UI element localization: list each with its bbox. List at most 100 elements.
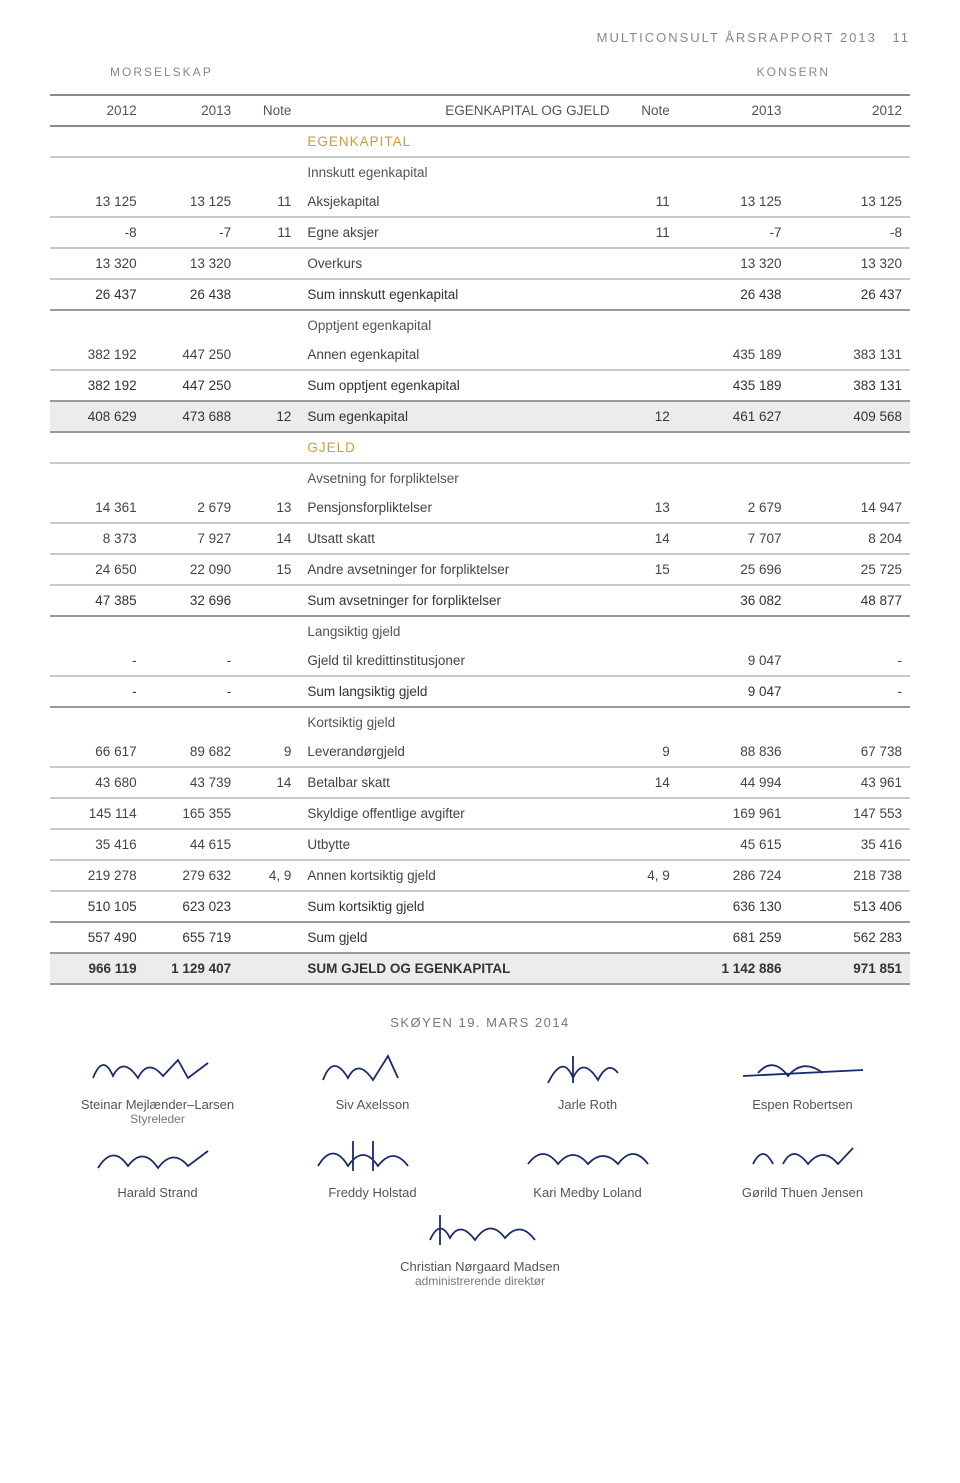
cell: 169 961	[678, 798, 790, 829]
cell: 218 738	[790, 860, 910, 891]
cell: 26 437	[790, 279, 910, 310]
cell: 13	[239, 493, 299, 523]
cell	[618, 248, 678, 279]
cell	[239, 279, 299, 310]
cell: -8	[50, 217, 145, 248]
cell: -	[790, 646, 910, 676]
cell: 636 130	[678, 891, 790, 922]
page-header: MULTICONSULT ÅRSRAPPORT 2013 11	[50, 30, 910, 45]
signatory-name: Steinar Mejlænder–Larsen	[68, 1097, 248, 1112]
cell: 4, 9	[239, 860, 299, 891]
cell: 11	[618, 217, 678, 248]
table-row: 35 41644 615Utbytte45 61535 416	[50, 829, 910, 860]
cell: Skyldige offentlige avgifter	[299, 798, 617, 829]
table-row: 13 12513 12511Aksjekapital1113 12513 125	[50, 187, 910, 217]
signatory-title: administrerende direktør	[390, 1274, 570, 1288]
signatory-name: Siv Axelsson	[283, 1097, 463, 1112]
cell: 383 131	[790, 370, 910, 401]
cell: 13 125	[50, 187, 145, 217]
group-labels: MORSELSKAP KONSERN	[50, 45, 910, 94]
table-row: 13 32013 320Overkurs13 32013 320	[50, 248, 910, 279]
cell: 15	[239, 554, 299, 585]
signature-row-3: Christian Nørgaard Madsen administrerend…	[50, 1210, 910, 1288]
cell: SUM GJELD OG EGENKAPITAL	[299, 953, 617, 984]
signature-block: Kari Medby Loland	[498, 1136, 678, 1200]
cell: 14	[618, 523, 678, 554]
cell: 562 283	[790, 922, 910, 953]
cell	[618, 891, 678, 922]
cell: Gjeld til kredittinstitusjoner	[299, 646, 617, 676]
table-row: 557 490655 719Sum gjeld681 259562 283	[50, 922, 910, 953]
cell: 2 679	[678, 493, 790, 523]
table-row: 24 65022 09015Andre avsetninger for forp…	[50, 554, 910, 585]
col-note-right: Note	[618, 95, 678, 126]
cell: 510 105	[50, 891, 145, 922]
subsection-opptjent: Opptjent egenkapital	[50, 310, 910, 340]
subsection-title: Kortsiktig gjeld	[299, 707, 617, 737]
cell: 14	[239, 523, 299, 554]
cell: 9	[239, 737, 299, 767]
signature-icon	[88, 1136, 228, 1178]
report-title: MULTICONSULT ÅRSRAPPORT 2013	[597, 30, 877, 45]
cell: 4, 9	[618, 860, 678, 891]
cell: 409 568	[790, 401, 910, 432]
cell: 382 192	[50, 370, 145, 401]
subsection-innskutt: Innskutt egenkapital	[50, 157, 910, 187]
cell: Andre avsetninger for forpliktelser	[299, 554, 617, 585]
cell: 279 632	[145, 860, 240, 891]
table-row: 8 3737 92714Utsatt skatt147 7078 204	[50, 523, 910, 554]
cell: 14	[239, 767, 299, 798]
cell: 45 615	[678, 829, 790, 860]
cell: -8	[790, 217, 910, 248]
table-row: 510 105623 023Sum kortsiktig gjeld636 13…	[50, 891, 910, 922]
cell: 88 836	[678, 737, 790, 767]
table-row: 145 114165 355Skyldige offentlige avgift…	[50, 798, 910, 829]
cell	[239, 340, 299, 370]
cell: 13 320	[145, 248, 240, 279]
cell	[239, 953, 299, 984]
col-description: EGENKAPITAL OG GJELD	[299, 95, 617, 126]
subsection-langsiktig: Langsiktig gjeld	[50, 616, 910, 646]
col-note-left: Note	[239, 95, 299, 126]
cell: 7 927	[145, 523, 240, 554]
cell: 22 090	[145, 554, 240, 585]
cell: 25 725	[790, 554, 910, 585]
cell: -	[145, 676, 240, 707]
table-row: 47 38532 696Sum avsetninger for forplikt…	[50, 585, 910, 616]
cell	[618, 922, 678, 953]
cell: 1 142 886	[678, 953, 790, 984]
cell: 447 250	[145, 370, 240, 401]
cell: Sum opptjent egenkapital	[299, 370, 617, 401]
cell: Leverandørgjeld	[299, 737, 617, 767]
table-row: 14 3612 67913Pensjonsforpliktelser132 67…	[50, 493, 910, 523]
page-number: 11	[893, 30, 911, 45]
cell	[618, 585, 678, 616]
cell: 48 877	[790, 585, 910, 616]
cell	[618, 829, 678, 860]
signature-row-2: Harald Strand Freddy Holstad Kari Medby …	[50, 1136, 910, 1200]
signature-block: Jarle Roth	[498, 1048, 678, 1126]
cell: 147 553	[790, 798, 910, 829]
cell	[618, 340, 678, 370]
table-row: 66 61789 6829Leverandørgjeld988 83667 73…	[50, 737, 910, 767]
table-row: 219 278279 6324, 9Annen kortsiktig gjeld…	[50, 860, 910, 891]
signatory-name: Christian Nørgaard Madsen	[390, 1259, 570, 1274]
cell: 35 416	[50, 829, 145, 860]
table-row: -8-711Egne aksjer11-7-8	[50, 217, 910, 248]
signature-icon	[410, 1210, 550, 1252]
cell	[239, 370, 299, 401]
signatory-name: Harald Strand	[68, 1185, 248, 1200]
cell: 8 204	[790, 523, 910, 554]
cell: 435 189	[678, 370, 790, 401]
cell: 145 114	[50, 798, 145, 829]
cell: 15	[618, 554, 678, 585]
cell: 383 131	[790, 340, 910, 370]
signature-icon	[303, 1048, 443, 1090]
label-morselskap: MORSELSKAP	[110, 65, 213, 79]
signature-icon	[518, 1048, 658, 1090]
col-2012-left: 2012	[50, 95, 145, 126]
cell: 966 119	[50, 953, 145, 984]
cell: 12	[239, 401, 299, 432]
signature-block: Espen Robertsen	[713, 1048, 893, 1126]
cell: 971 851	[790, 953, 910, 984]
